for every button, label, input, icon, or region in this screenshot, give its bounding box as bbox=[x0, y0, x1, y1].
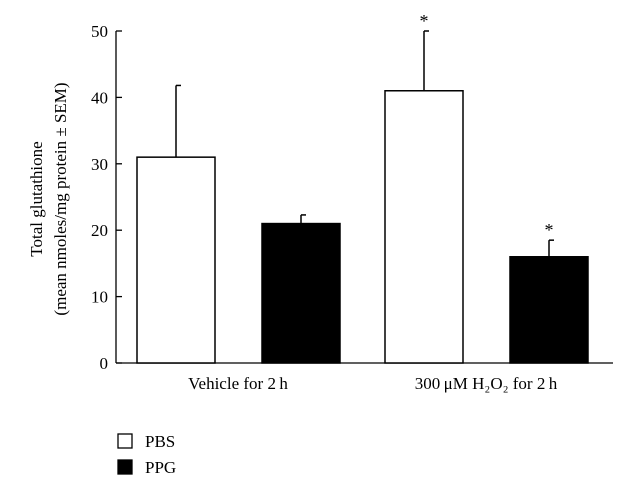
bar-ppg-1 bbox=[509, 256, 589, 364]
legend-label-ppg: PPG bbox=[145, 458, 176, 477]
significance-marker: * bbox=[545, 220, 554, 240]
y-axis-label-line-2: (mean nmoles/mg protein ± SEM) bbox=[51, 82, 70, 315]
bar-pbs-1 bbox=[384, 90, 464, 364]
legend: PBS PPG bbox=[117, 432, 176, 477]
bar-ppg-0 bbox=[261, 222, 341, 364]
y-tick-label: 40 bbox=[91, 88, 108, 107]
significance-marker: * bbox=[420, 11, 429, 31]
y-axis-label: Total glutathione (mean nmoles/mg protei… bbox=[27, 82, 70, 315]
y-tick-label: 0 bbox=[100, 354, 109, 373]
y-axis-label-line-1: Total glutathione bbox=[27, 141, 46, 256]
x-category-label: 300 μM H₂O₂ for 2 h bbox=[415, 374, 558, 393]
bars: ** bbox=[136, 11, 589, 364]
y-tick-label: 30 bbox=[91, 155, 108, 174]
legend-swatch-ppg bbox=[117, 459, 133, 475]
legend-swatch-pbs bbox=[117, 433, 133, 449]
y-tick-label: 50 bbox=[91, 22, 108, 41]
y-tick-label: 20 bbox=[91, 221, 108, 240]
category-labels: Vehicle for 2 h 300 μM H₂O₂ for 2 h bbox=[188, 374, 558, 393]
y-tick-label: 10 bbox=[91, 288, 108, 307]
bar-pbs-0 bbox=[136, 156, 216, 364]
x-category-label: Vehicle for 2 h bbox=[188, 374, 288, 393]
legend-label-pbs: PBS bbox=[145, 432, 175, 451]
